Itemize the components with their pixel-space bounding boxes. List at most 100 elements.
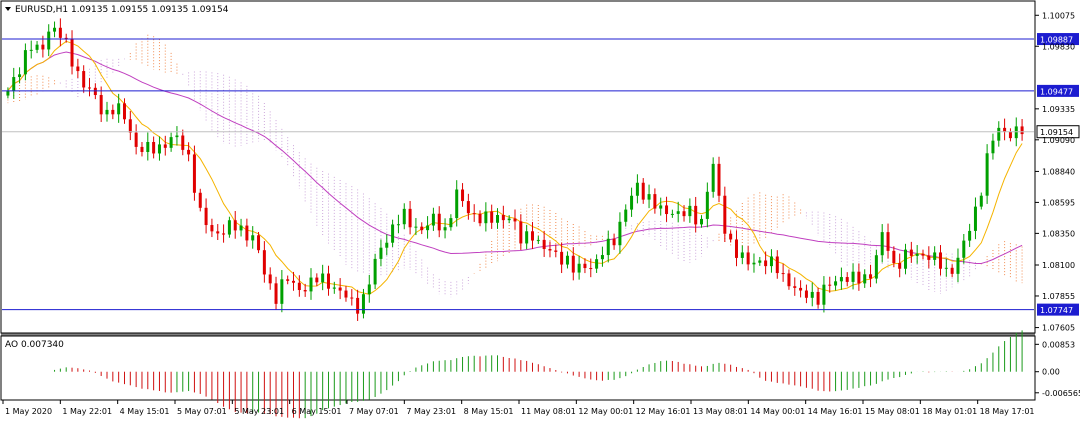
candle-body — [851, 271, 855, 282]
candle-body — [694, 205, 698, 225]
candle-body — [595, 259, 599, 269]
price-tick-label: 1.08840 — [1042, 167, 1075, 176]
price-tick-label: 1.10075 — [1042, 11, 1075, 20]
candle-body — [315, 277, 319, 283]
candle-body — [635, 182, 639, 196]
time-tick-label: 5 May 23:01 — [234, 407, 284, 416]
price-tick-label: 1.09830 — [1042, 42, 1075, 51]
candle-body — [29, 49, 33, 51]
candle-body — [938, 252, 942, 269]
candle-body — [321, 273, 325, 283]
candle-body — [927, 255, 931, 260]
candle-body — [764, 260, 768, 267]
candle-body — [280, 279, 284, 304]
candle-body — [426, 225, 430, 231]
candle-body — [577, 263, 581, 273]
candle-body — [303, 290, 307, 292]
candle-body — [874, 255, 878, 279]
ao-panel-label: AO 0.007340 — [5, 340, 64, 350]
time-tick-label: 6 May 15:01 — [292, 407, 342, 416]
level-price-label: 1.09477 — [1040, 87, 1073, 96]
candle-body — [670, 213, 674, 215]
candle-body — [99, 95, 103, 115]
candle-body — [513, 218, 517, 222]
candle-body — [408, 208, 412, 228]
candle-body — [361, 294, 365, 314]
candle-body — [385, 242, 389, 248]
candle-body — [624, 209, 628, 222]
price-tick-label: 1.08595 — [1042, 198, 1075, 207]
candle-body — [606, 238, 610, 256]
candle-body — [1008, 131, 1012, 139]
candle-body — [227, 220, 231, 235]
price-axis: 1.10075 1.09830 1.09335 1.09090 1.08840 1.085… — [1035, 11, 1075, 333]
level-price-label: 1.09887 — [1040, 36, 1073, 45]
time-tick-label: 18 May 17:01 — [980, 407, 1035, 416]
candle-body — [723, 195, 727, 234]
candle-body — [344, 290, 348, 298]
candle-body — [933, 252, 937, 260]
level-price-tag — [1037, 33, 1079, 46]
collapse-triangle-icon[interactable] — [5, 7, 11, 11]
price-tick-label: 1.07605 — [1042, 324, 1075, 333]
candle-body — [210, 225, 214, 232]
candle-body — [222, 233, 226, 235]
candle-body — [1014, 126, 1018, 139]
candle-body — [583, 263, 587, 269]
candle-body — [705, 191, 709, 219]
candle-body — [589, 268, 593, 270]
candle-body — [525, 231, 529, 244]
candle-body — [332, 287, 336, 289]
time-tick-label: 1 May 22:01 — [62, 407, 112, 416]
candle-body — [740, 252, 744, 258]
candle-body — [128, 119, 132, 133]
candle-body — [962, 240, 966, 258]
candle-body — [18, 74, 22, 78]
candle-body — [93, 87, 97, 96]
chart-header-title: EURUSD,H1 1.09135 1.09155 1.09135 1.0915… — [15, 5, 229, 15]
candle-body — [799, 287, 803, 291]
candle-body — [134, 132, 138, 147]
candle-body — [262, 250, 266, 275]
candle-body — [461, 189, 465, 202]
candle-body — [12, 77, 16, 91]
time-tick-label: 18 May 01:01 — [922, 407, 977, 416]
candle-body — [746, 252, 750, 265]
candle-body — [985, 153, 989, 196]
time-tick-label: 14 May 00:01 — [750, 407, 805, 416]
candle-body — [909, 249, 913, 256]
candle-body — [618, 221, 622, 246]
candle-body — [793, 286, 797, 288]
candle-body — [810, 291, 814, 298]
current-price-tag — [1036, 125, 1080, 139]
time-tick-label: 1 May 2020 — [5, 407, 52, 416]
candle-body — [688, 205, 692, 217]
candle-body — [292, 280, 296, 283]
candle-body — [554, 250, 558, 252]
candle-body — [111, 109, 115, 115]
candle-body — [816, 291, 820, 305]
candle-body — [6, 90, 10, 96]
price-tick-label: 1.08350 — [1042, 229, 1075, 238]
candle-body — [192, 154, 196, 193]
candle-body — [309, 277, 313, 292]
candle-body — [997, 127, 1001, 141]
candle-body — [472, 213, 476, 215]
candle-body — [781, 273, 785, 275]
candle-body — [152, 141, 156, 154]
candle-body — [356, 297, 360, 314]
candle-body — [484, 211, 488, 224]
candle-body — [904, 249, 908, 269]
ao-tick-label: 0.00853 — [1042, 340, 1075, 349]
candle-body — [758, 260, 762, 263]
price-tick-label: 1.08100 — [1042, 261, 1075, 270]
candle-body — [216, 231, 220, 234]
candle-body — [845, 277, 849, 282]
level-price-tag — [1037, 303, 1079, 316]
horizontal-levels[interactable]: 1.09887 1.09477 1.07747 1.09154 — [2, 33, 1080, 316]
time-tick-label: 5 May 07:01 — [177, 407, 227, 416]
ao-tick-label: 0.00 — [1042, 368, 1060, 377]
candle-body — [449, 218, 453, 228]
